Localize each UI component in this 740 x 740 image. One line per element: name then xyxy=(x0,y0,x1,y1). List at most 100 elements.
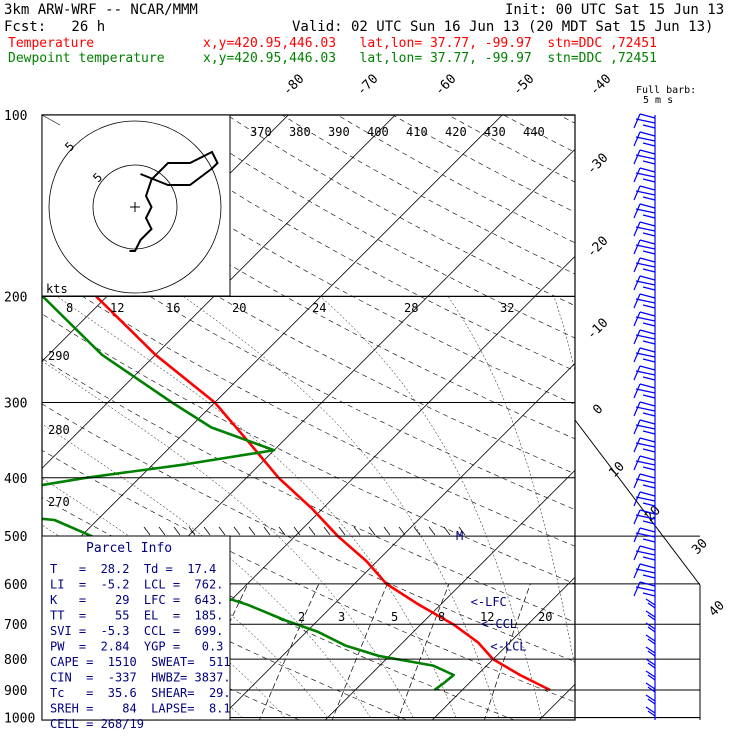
dry-adiabat-line xyxy=(42,449,575,703)
isotherm-label: 30 xyxy=(689,536,711,558)
moist-adiabat-line xyxy=(42,423,371,718)
tick-mark xyxy=(338,526,346,536)
plot-frame xyxy=(41,114,576,721)
temperature-location-info: x,y=420.95,446.03 lat,lon= 37.77, -99.97… xyxy=(203,36,657,51)
parcel-info-row: CIN = -337 HWBZ= 3837. xyxy=(50,671,231,685)
wind-barb xyxy=(633,203,656,219)
isotherm-line xyxy=(324,469,575,720)
dry-adiabat-line xyxy=(392,115,575,213)
tick-mark xyxy=(293,526,301,536)
barb-legend-value: 5 m s xyxy=(643,95,673,106)
parcel-info-box xyxy=(41,535,231,721)
mixing-ratio-line xyxy=(484,583,531,720)
isotherm-label: -30 xyxy=(584,151,611,178)
dewpoint-location-info: x,y=420.95,446.03 lat,lon= 37.77, -99.97… xyxy=(203,51,657,66)
wind-barb xyxy=(633,563,656,579)
dry-adiabat-line xyxy=(226,115,575,307)
parcel-info-row: K = 29 LFC = 643. xyxy=(50,593,223,607)
tick-mark xyxy=(173,526,181,536)
parcel-info-row: LI = -5.2 LCL = 762. xyxy=(50,578,223,592)
isotherm-label: -40 xyxy=(587,72,614,99)
pressure-label: 800 xyxy=(4,653,27,668)
isotherm-label: 0 xyxy=(590,402,606,418)
isotherm-label: 10 xyxy=(606,459,628,481)
wind-barb xyxy=(633,131,656,147)
hodograph-trace xyxy=(129,150,219,252)
wind-barb xyxy=(645,706,656,717)
parcel-info-title: Parcel Info xyxy=(86,541,172,556)
tick-mark xyxy=(458,526,466,536)
mixing-ratio-label: 2 xyxy=(298,610,305,624)
wind-barb xyxy=(633,473,656,489)
tick-mark xyxy=(188,526,196,536)
tick-mark xyxy=(263,526,271,536)
isotherm-label: -80 xyxy=(280,72,307,99)
isotherm-line xyxy=(217,362,575,720)
tick-mark xyxy=(278,526,286,536)
wind-barb xyxy=(633,293,656,309)
theta-w-label: 270 xyxy=(48,495,70,509)
wind-barb xyxy=(645,646,656,657)
hodograph-box xyxy=(41,114,231,297)
parcel-info-row: CELL = 268/19 xyxy=(50,717,144,731)
isotherm-line xyxy=(42,115,396,469)
wind-barb xyxy=(633,257,656,273)
mixing-ratio-label: 3 xyxy=(338,610,345,624)
mixing-ratio-line xyxy=(331,583,388,720)
dry-adiabat-line xyxy=(42,313,575,585)
barb-legend-title: Full barb: xyxy=(636,85,696,96)
wind-barb xyxy=(633,275,656,291)
pressure-label: 600 xyxy=(4,578,27,593)
tick-mark xyxy=(218,526,226,536)
dry-adiabat-line xyxy=(42,184,575,475)
moist-adiabat-line xyxy=(553,296,575,372)
mixing-ratio-line xyxy=(259,583,320,720)
wind-barb xyxy=(633,509,656,525)
mixing-ratio-label: 5 xyxy=(391,610,398,624)
tick-mark xyxy=(413,526,421,536)
isotherm-label: -60 xyxy=(432,72,459,99)
parcel-info-row: PW = 2.84 YGP = 0.3 xyxy=(50,640,223,654)
hodograph-units-label: kts xyxy=(46,282,68,296)
dry-adiabat-line xyxy=(281,115,575,275)
pressure-label: 300 xyxy=(4,397,27,412)
pressure-label: 900 xyxy=(4,684,27,699)
moist-adiabat-line xyxy=(320,296,542,718)
temperature-legend-label: Temperature xyxy=(8,36,95,51)
tick-mark xyxy=(233,526,241,536)
valid-time: Valid: 02 UTC Sun 16 Jun 13 (20 MDT Sat … xyxy=(292,19,714,35)
mixing-ratio-line xyxy=(397,583,450,720)
mixing-ratio-label: 20 xyxy=(538,610,552,624)
tick-mark xyxy=(383,526,391,536)
parcel-level-annotation: <-CCL xyxy=(481,617,517,631)
wind-barb xyxy=(645,670,656,681)
dewpoint-legend-label: Dewpoint temperature xyxy=(8,51,165,66)
tick-mark xyxy=(248,526,256,536)
wind-barb xyxy=(645,610,656,621)
pressure-label: 200 xyxy=(4,290,27,305)
wind-barb xyxy=(633,383,656,399)
forecast-hour: Fcst: 26 h xyxy=(4,19,106,35)
pressure-label: 100 xyxy=(4,109,27,124)
tick-mark xyxy=(398,526,406,536)
theta-label: 420 xyxy=(445,125,467,139)
upper-mixing-label: 8 xyxy=(66,301,73,315)
moist-adiabat-line xyxy=(183,296,500,718)
upper-mixing-label: 28 xyxy=(404,301,418,315)
pressure-label: 400 xyxy=(4,472,27,487)
upper-mixing-label: 32 xyxy=(500,301,514,315)
isotherm-label: -70 xyxy=(354,72,381,99)
wind-barb xyxy=(645,694,656,705)
dry-adiabat-line xyxy=(42,403,575,662)
moist-adiabat-line xyxy=(56,296,457,718)
plot-frame-diagonal xyxy=(574,419,701,586)
isotherm-label: -20 xyxy=(584,234,611,261)
dry-adiabat-line xyxy=(42,358,575,623)
parcel-info-row: CAPE = 1510 SWEAT= 511 xyxy=(50,655,231,669)
isotherm-label: 40 xyxy=(706,598,728,620)
isotherm-line xyxy=(42,115,503,576)
theta-w-label: 290 xyxy=(48,349,70,363)
wind-barb xyxy=(645,634,656,645)
pressure-label: 1000 xyxy=(4,712,35,727)
theta-label: 400 xyxy=(367,125,389,139)
